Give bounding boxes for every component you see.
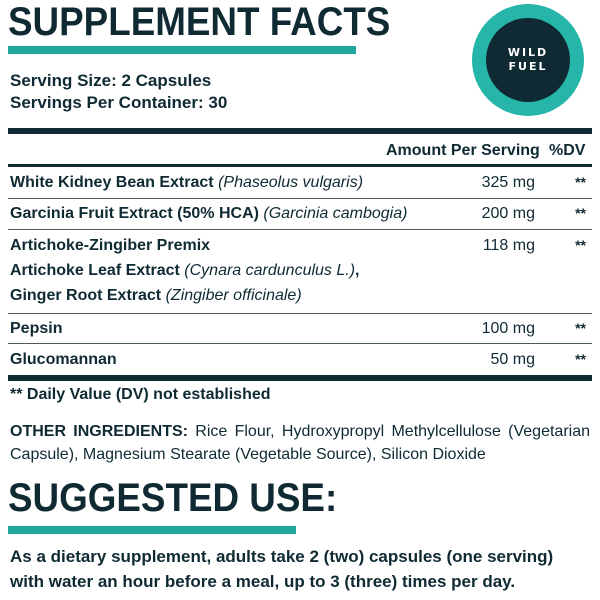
table-row: Glucomannan	[10, 347, 117, 372]
serving-info: Serving Size: 2 Capsules Servings Per Co…	[10, 70, 227, 114]
sub-ingredient-latin: (Zingiber officinale)	[165, 287, 302, 304]
ingredient-dv: **	[575, 205, 586, 221]
suggested-use-text: As a dietary supplement, adults take 2 (…	[10, 547, 554, 591]
table-row: Garcinia Fruit Extract (50% HCA) (Garcin…	[10, 201, 407, 226]
table-top-rule	[8, 128, 592, 134]
row-divider	[8, 198, 592, 199]
table-bottom-rule	[8, 375, 592, 381]
ingredient-name: Artichoke-Zingiber Premix	[10, 237, 211, 254]
row-divider	[8, 229, 592, 230]
ingredient-amount: 200 mg	[481, 205, 535, 222]
sub-ingredient-name: Ginger Root Extract	[10, 287, 162, 304]
ingredient-latin: (Garcinia cambogia)	[263, 205, 408, 222]
row-divider	[8, 313, 592, 314]
title-underline	[8, 46, 356, 54]
ingredient-dv: **	[575, 320, 586, 336]
page-title: SUPPLEMENT FACTS	[8, 0, 391, 44]
other-ingredients-text: Rice Flour, Hydroxypropyl Methylcellulos…	[10, 423, 590, 463]
ingredient-amount: 50 mg	[490, 351, 535, 368]
ingredient-dv: **	[575, 351, 586, 367]
logo-center: WILD FUEL	[486, 18, 570, 102]
ingredient-name: Garcinia Fruit Extract (50% HCA)	[10, 205, 259, 222]
table-row: White Kidney Bean Extract (Phaseolus vul…	[10, 170, 363, 195]
ingredient-dv: **	[575, 237, 586, 253]
ingredient-name: Pepsin	[10, 320, 63, 337]
logo-text-line1: WILD	[507, 46, 549, 59]
header-rule	[8, 164, 592, 167]
column-header-amount: Amount Per Serving	[386, 142, 540, 159]
ingredient-latin: (Phaseolus vulgaris)	[218, 174, 364, 191]
table-row: Artichoke-Zingiber Premix Artichoke Leaf…	[10, 233, 360, 308]
sub-ingredient-comma: ,	[355, 262, 360, 279]
suggested-use-title: SUGGESTED USE:	[8, 476, 338, 520]
ingredient-name: White Kidney Bean Extract	[10, 174, 214, 191]
ingredient-name: Glucomannan	[10, 351, 117, 368]
serving-size: Serving Size: 2 Capsules	[10, 71, 212, 90]
column-header-dv: %DV	[549, 142, 586, 159]
other-ingredients: OTHER INGREDIENTS: Rice Flour, Hydroxypr…	[10, 420, 590, 466]
brand-logo: WILD FUEL	[472, 4, 584, 116]
table-row: Pepsin	[10, 316, 62, 341]
row-divider	[8, 343, 592, 344]
ingredient-amount: 325 mg	[481, 174, 535, 191]
other-ingredients-label: OTHER INGREDIENTS:	[10, 423, 188, 440]
ingredient-amount: 118 mg	[482, 237, 535, 254]
servings-per-container: Servings Per Container: 30	[10, 93, 228, 112]
logo-text-line2: FUEL	[508, 60, 548, 73]
ingredient-dv: **	[575, 174, 586, 190]
dv-footnote: ** Daily Value (DV) not established	[10, 386, 271, 403]
sub-ingredient-latin: (Cynara cardunculus L.)	[184, 262, 356, 279]
suggested-use-underline	[8, 526, 296, 534]
ingredient-amount: 100 mg	[481, 320, 535, 337]
sub-ingredient-name: Artichoke Leaf Extract	[10, 262, 180, 279]
